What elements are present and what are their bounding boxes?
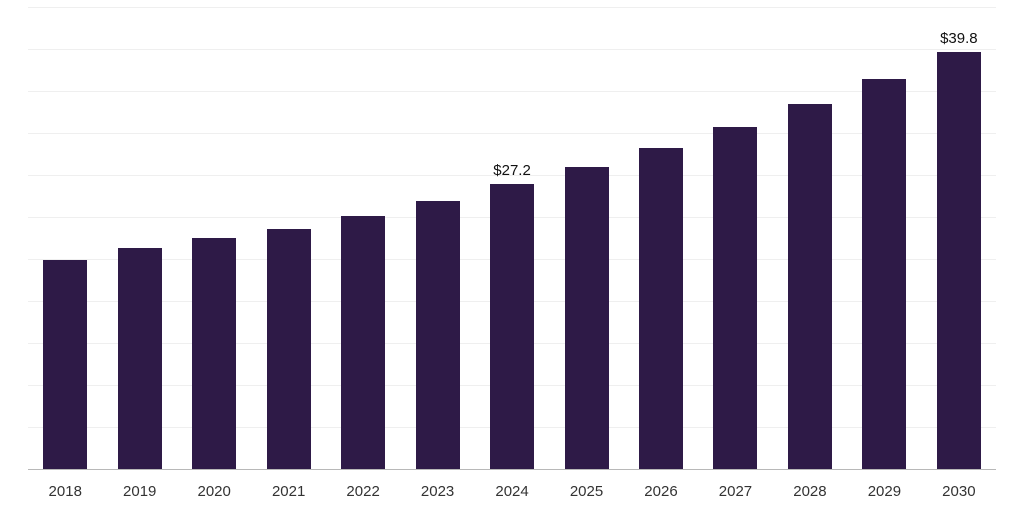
bar-group-2025	[549, 8, 623, 470]
bar-2020	[192, 237, 237, 470]
bar-2029	[862, 79, 907, 470]
gridline	[28, 133, 996, 134]
bar-group-2029	[847, 8, 921, 470]
x-axis-line	[28, 469, 996, 470]
bars-row: $27.2 $39.8	[28, 8, 996, 470]
bar-group-2021	[251, 8, 325, 470]
plot-area: $27.2 $39.8	[28, 7, 996, 470]
bar-2018	[43, 260, 88, 470]
bar-group-2018	[28, 8, 102, 470]
x-tick-2025: 2025	[569, 482, 604, 500]
bar-2030	[936, 52, 981, 470]
bar-2026	[638, 147, 683, 470]
bar-2028	[787, 103, 832, 470]
x-tick-2020: 2020	[197, 482, 231, 500]
gridline	[28, 7, 996, 8]
bar-2023	[415, 201, 460, 470]
x-tick-2030: 2030	[942, 482, 976, 500]
bar-2019	[117, 248, 162, 470]
x-tick-2027: 2027	[718, 482, 753, 500]
x-tick-2024: 2024	[495, 482, 529, 500]
bar-2025	[564, 166, 609, 470]
gridline	[28, 175, 996, 176]
x-tick-2018: 2018	[48, 482, 82, 500]
gridline	[28, 49, 996, 50]
x-tick-2023: 2023	[420, 482, 455, 500]
bar-2021	[266, 228, 311, 470]
x-tick-2026: 2026	[644, 482, 678, 500]
x-tick-2028: 2028	[793, 482, 827, 500]
bar-group-2020	[177, 8, 251, 470]
bar-2022	[341, 215, 386, 470]
bar-group-2030: $39.8	[922, 8, 996, 470]
bar-group-2022	[326, 8, 400, 470]
bar-group-2027	[698, 8, 772, 470]
bar-group-2028	[773, 8, 847, 470]
bar-value-label-2030: $39.8	[940, 30, 978, 48]
bar-2024	[490, 184, 535, 470]
x-tick-2021: 2021	[271, 482, 306, 500]
bar-group-2019	[102, 8, 176, 470]
bar-value-label-2024: $27.2	[493, 162, 531, 180]
bar-2027	[713, 126, 758, 470]
bar-group-2023	[400, 8, 474, 470]
x-axis: 2018 2019 2020 2021 2022 2023 2024 2025 2026 2027…	[28, 470, 996, 512]
bar-group-2026	[624, 8, 698, 470]
gridline	[28, 91, 996, 92]
x-tick-2029: 2029	[867, 482, 902, 500]
bar-group-2024: $27.2	[475, 8, 549, 470]
x-tick-2022: 2022	[346, 482, 380, 500]
x-tick-2019: 2019	[123, 482, 157, 500]
